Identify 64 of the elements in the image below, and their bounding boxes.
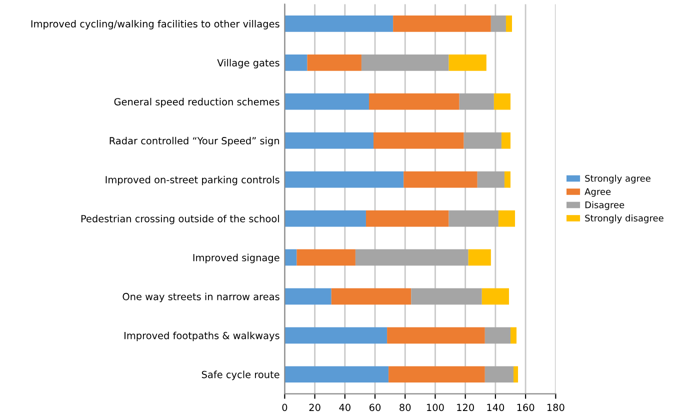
bar [284,366,389,383]
bar [484,366,514,383]
bar [411,288,482,305]
bar [388,366,485,383]
bar [504,171,510,188]
bar [374,132,464,149]
bar [459,93,494,110]
bar [484,327,510,344]
legend-label: Disagree [585,201,624,210]
bar [361,54,449,71]
bar [284,93,369,110]
bar [482,288,509,305]
legend-label: Strongly disagree [585,214,664,224]
bar [464,132,502,149]
y-tick-label: Improved signage [193,254,280,264]
x-tick-label: 140 [487,404,504,412]
bar [331,288,412,305]
x-tick-label: 60 [370,404,381,412]
bar [307,54,362,71]
y-tick-label: Improved on-street parking controls [106,176,280,186]
x-tick-label: 180 [547,404,564,412]
y-tick-label: Safe cycle route [202,370,280,380]
x-tick-label: 120 [457,404,474,412]
bar [490,15,506,32]
bar [284,327,388,344]
y-tick-label: Pedestrian crossing outside of the school [81,214,279,224]
bar [284,132,374,149]
x-tick-label: 0 [282,404,288,412]
legend-label: Strongly agree [585,174,650,184]
bar [284,210,366,227]
bar [498,210,516,227]
y-tick-label: Improved cycling/walking facilities to other villages [31,20,280,30]
bar [448,54,486,71]
bar [284,249,297,266]
x-tick-label: 20 [309,404,320,412]
y-tick-label: One way streets in narrow areas [122,292,280,302]
x-tick-label: 160 [517,404,534,412]
bar [296,249,356,266]
x-tick-label: 40 [339,404,350,412]
bar [284,171,404,188]
bar [387,327,485,344]
bar [366,210,449,227]
y-tick-label: Improved footpaths & walkways [124,332,280,342]
bar [514,366,518,383]
bar [284,288,332,305]
bar [368,93,460,110]
y-tick-label: Village gates [217,58,280,68]
bar [393,15,491,32]
bar [404,171,478,188]
bar [468,249,491,266]
x-tick-label: 100 [427,404,444,412]
y-tick-label: General speed reduction schemes [114,98,280,108]
bar [448,210,498,227]
bar [284,54,308,71]
legend-label: Agree [584,188,611,197]
y-tick-label: Radar controlled “Your Speed” sign [110,136,279,146]
bar [477,171,504,188]
bar [506,15,512,32]
bar [284,15,394,32]
bar [494,93,510,110]
bar [501,132,510,149]
bar [510,327,517,344]
x-tick-label: 80 [400,404,411,412]
bar [355,249,468,266]
